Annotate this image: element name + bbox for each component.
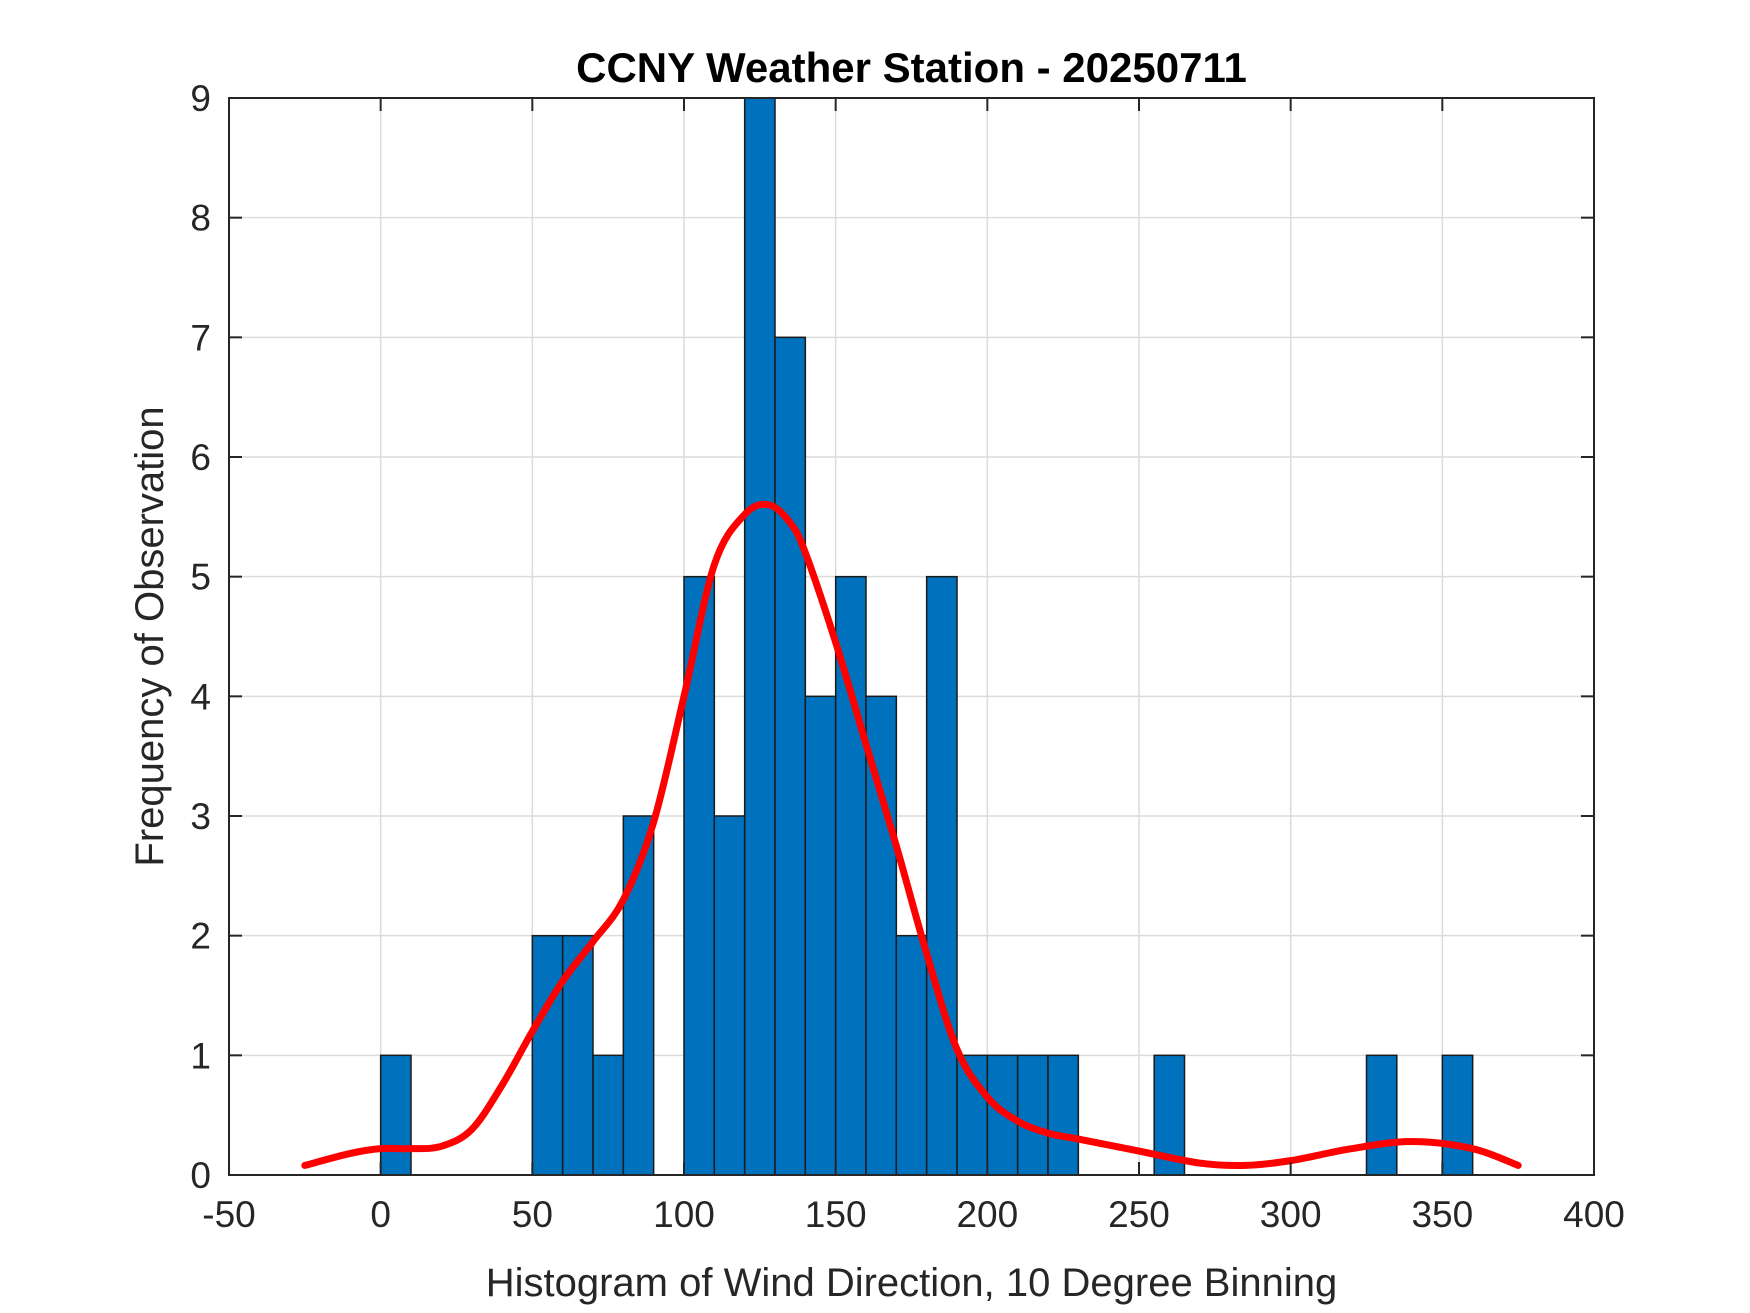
x-tick-label: 200 bbox=[956, 1194, 1018, 1235]
histogram-bar bbox=[1016, 1054, 1049, 1176]
histogram-bar bbox=[956, 1054, 989, 1176]
density-curve-layer bbox=[301, 500, 1522, 1170]
histogram-bar bbox=[713, 815, 746, 1176]
y-tick-label: 1 bbox=[190, 1035, 211, 1076]
axes-box bbox=[228, 97, 1595, 1176]
y-tick-label: 5 bbox=[190, 557, 211, 598]
y-tick-label: 6 bbox=[190, 437, 211, 478]
y-tick-label: 3 bbox=[190, 796, 211, 837]
x-tick-label: 300 bbox=[1260, 1194, 1322, 1235]
y-tick-label: 0 bbox=[190, 1155, 211, 1196]
x-tick-label: 0 bbox=[370, 1194, 391, 1235]
histogram-bar bbox=[1047, 1054, 1080, 1176]
y-axis-label: Frequency of Observation bbox=[128, 406, 172, 866]
histogram-bar bbox=[622, 815, 655, 1176]
histogram-bar bbox=[925, 575, 958, 1176]
histogram-bar bbox=[865, 695, 898, 1176]
density-curve-line bbox=[301, 500, 1522, 1170]
histogram-bar bbox=[774, 336, 807, 1176]
y-tick-label: 8 bbox=[190, 198, 211, 239]
x-tick-label: 350 bbox=[1411, 1194, 1473, 1235]
histogram-bar bbox=[804, 695, 837, 1176]
y-tick-label: 9 bbox=[190, 78, 211, 119]
histogram-bar bbox=[1365, 1054, 1398, 1176]
axes-frame bbox=[228, 97, 1595, 1176]
x-tick-label: 250 bbox=[1108, 1194, 1170, 1235]
histogram-bar bbox=[743, 97, 776, 1176]
y-tick-label: 7 bbox=[190, 317, 211, 358]
x-tick-label: 150 bbox=[805, 1194, 867, 1235]
histogram-bar bbox=[531, 934, 564, 1176]
histogram-bar bbox=[1441, 1054, 1474, 1176]
x-tick-label: 100 bbox=[653, 1194, 715, 1235]
y-tick-label: 4 bbox=[190, 676, 211, 717]
histogram-bar bbox=[592, 1054, 625, 1176]
histogram-bar bbox=[895, 934, 928, 1176]
x-axis-label: Histogram of Wind Direction, 10 Degree B… bbox=[486, 1261, 1338, 1305]
x-tick-label: 400 bbox=[1563, 1194, 1625, 1235]
x-tick-label: -50 bbox=[202, 1194, 255, 1235]
histogram-bar bbox=[379, 1054, 412, 1176]
y-tick-label: 2 bbox=[190, 916, 211, 957]
x-tick-label: 50 bbox=[512, 1194, 553, 1235]
chart-title: CCNY Weather Station - 20250711 bbox=[576, 44, 1247, 91]
histogram-bar bbox=[834, 575, 867, 1176]
